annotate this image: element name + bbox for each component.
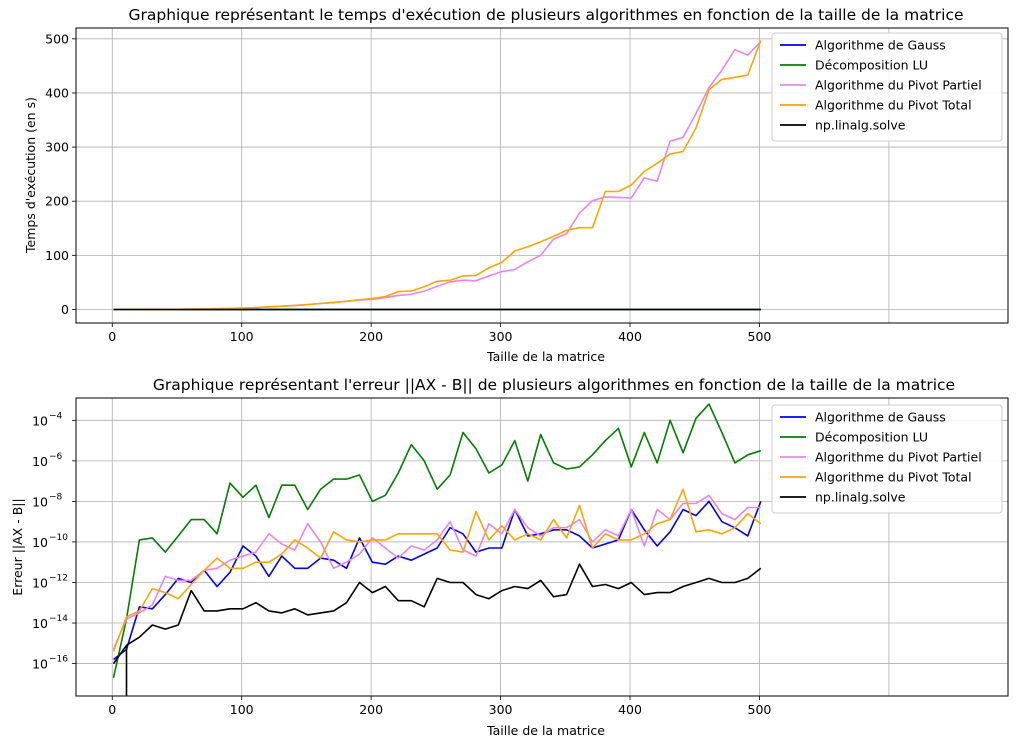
x-tick-label: 100 <box>230 329 254 344</box>
y-tick-label: 300 <box>45 140 69 155</box>
legend-box <box>771 32 1003 142</box>
y-tick-label: 10 <box>32 535 48 550</box>
series-line <box>113 40 762 311</box>
legend-label: Décomposition LU <box>815 58 928 73</box>
chart1-plot-frame <box>75 27 1009 324</box>
x-tick-label: 200 <box>359 702 383 717</box>
chart2-series-lines <box>112 403 762 696</box>
legend-label: Algorithme de Gauss <box>815 38 946 53</box>
series-line <box>113 40 762 311</box>
error-chart: Graphique représentant l'erreur ||AX - B… <box>10 376 1009 738</box>
x-tick-label: 0 <box>108 329 116 344</box>
y-tick-label: 500 <box>45 31 69 46</box>
chart1-series-lines <box>113 40 762 311</box>
y-tick-label: 10 <box>32 657 48 672</box>
series-line <box>112 488 762 652</box>
legend-box <box>771 404 1003 514</box>
y-tick-exponent: −10 <box>49 533 68 543</box>
legend-label: Algorithme de Gauss <box>815 410 946 425</box>
chart2-ticks: 0 100 200 300 400 50010−1610−1410−1210−1010−8… <box>32 411 771 717</box>
chart2-legend: Algorithme de Gauss Décomposition LU Algor… <box>771 404 1003 514</box>
x-tick-label: 400 <box>618 329 642 344</box>
chart1-ylabel: Temps d'exécution (en s) <box>23 97 38 254</box>
x-tick-label: 400 <box>618 702 642 717</box>
y-tick-label: 10 <box>32 454 48 469</box>
series-line <box>113 500 762 661</box>
series-clip-group <box>112 403 762 696</box>
legend-label: Décomposition LU <box>815 430 928 445</box>
legend-label: Algorithme du Pivot Partiel <box>815 78 982 93</box>
y-tick-label: 0 <box>61 302 69 317</box>
x-tick-label: 300 <box>489 329 513 344</box>
legend-label: Algorithme du Pivot Total <box>815 98 972 113</box>
y-tick-exponent: −14 <box>49 614 68 624</box>
y-tick-label: 400 <box>45 85 69 100</box>
chart1-xlabel: Taille de la matrice <box>486 349 605 364</box>
series-clip-group <box>113 40 762 311</box>
legend-label: np.linalg.solve <box>815 490 906 505</box>
x-tick-label: 500 <box>748 329 772 344</box>
y-tick-label: 10 <box>32 575 48 590</box>
y-tick-label: 10 <box>32 413 48 428</box>
y-tick-label: 10 <box>32 616 48 631</box>
series-line <box>112 563 762 665</box>
x-tick-label: 200 <box>359 329 383 344</box>
chart1-legend: Algorithme de Gauss Décomposition LU Algor… <box>771 32 1003 142</box>
chart2-ylabel: Erreur ||AX - B|| <box>10 498 25 595</box>
legend-label: Algorithme du Pivot Total <box>815 470 972 485</box>
chart2-xlabel: Taille de la matrice <box>486 723 605 738</box>
series-line <box>112 494 761 650</box>
chart2-plot-frame <box>75 397 1009 697</box>
legend-label: np.linalg.solve <box>815 118 906 133</box>
y-tick-label: 200 <box>45 194 69 209</box>
y-tick-exponent: −8 <box>49 492 63 502</box>
y-tick-exponent: −12 <box>49 573 68 583</box>
chart2-title: Graphique représentant l'erreur ||AX - B… <box>153 376 955 394</box>
x-tick-label: 300 <box>489 702 513 717</box>
y-tick-exponent: −16 <box>49 655 68 665</box>
execution-time-chart: Graphique représentant le temps d'exécut… <box>23 6 1009 364</box>
y-tick-label: 10 <box>32 494 48 509</box>
chart1-ticks: 0 100 200 300 400 500 0 100 200 300 400 500 <box>45 31 771 344</box>
y-tick-exponent: −4 <box>49 411 63 421</box>
y-tick-label: 100 <box>45 248 69 263</box>
series-line <box>112 403 762 678</box>
chart1-title: Graphique représentant le temps d'exécut… <box>128 6 963 24</box>
x-tick-label: 0 <box>108 702 116 717</box>
x-tick-label: 500 <box>748 702 772 717</box>
x-tick-label: 100 <box>230 702 254 717</box>
y-tick-exponent: −6 <box>49 452 63 462</box>
legend-label: Algorithme du Pivot Partiel <box>815 450 982 465</box>
